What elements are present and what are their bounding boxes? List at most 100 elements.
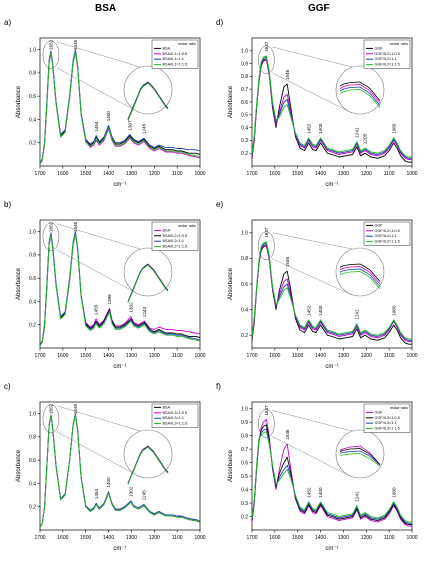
y-tick-label: 1.0 <box>241 231 248 237</box>
x-axis-label: cm⁻¹ <box>325 182 338 188</box>
y-tick-label: 0.2 <box>29 505 36 511</box>
x-tick-label: 1400 <box>315 171 326 177</box>
zoom-ellipse <box>258 45 275 75</box>
legend-title: molar ratio <box>178 224 196 228</box>
peak-label: 1546 <box>285 257 290 268</box>
x-tick-label: 1600 <box>57 171 68 177</box>
x-tick-label: 1300 <box>126 535 137 541</box>
peak-label: 1454 <box>94 121 99 132</box>
series-line <box>251 243 412 343</box>
y-tick-label: 0.8 <box>241 433 248 439</box>
y-tick-label: 0.6 <box>241 460 248 466</box>
y-tick-label: 0.2 <box>29 141 36 147</box>
x-tick-label: 1100 <box>172 353 183 359</box>
y-tick-label: 0.4 <box>241 125 248 131</box>
plot-frame <box>251 401 413 531</box>
y-tick-label: 1.0 <box>241 49 248 55</box>
peak-label: 1652 <box>49 221 54 232</box>
y-tick-label: 0.8 <box>241 74 248 80</box>
y-axis-label: Absorbance <box>228 85 234 118</box>
x-tick-label: 1000 <box>194 353 205 359</box>
x-tick-label: 1100 <box>384 535 395 541</box>
plot-frame <box>39 401 201 531</box>
peak-label: 1452 <box>306 487 311 498</box>
y-tick-label: 0.5 <box>241 113 248 119</box>
x-axis-label: cm⁻¹ <box>113 364 126 370</box>
legend-label: GGF/IL2=1:1 <box>375 234 397 238</box>
peak-label: 1241 <box>355 491 360 502</box>
x-axis-label: cm⁻¹ <box>113 546 126 552</box>
inset-series-line <box>339 448 381 465</box>
series-line <box>251 431 412 523</box>
x-tick-label: 1100 <box>384 171 395 177</box>
inset-series-line <box>339 271 381 290</box>
y-axis-label: Absorbance <box>16 267 22 300</box>
x-tick-label: 1600 <box>269 353 280 359</box>
x-tick-label: 1700 <box>246 171 257 177</box>
inset-series-line <box>339 266 381 285</box>
series-line <box>251 428 412 524</box>
x-tick-label: 1300 <box>338 353 349 359</box>
x-tick-label: 1500 <box>292 535 303 541</box>
zoom-connector <box>56 405 141 432</box>
y-tick-label: 1.0 <box>29 229 36 235</box>
spectrum-chart: 1700 1600 1500 1400 1300 1200 1100 1000 0.2 0.4 0.… <box>228 219 418 370</box>
chart-panel: b) 1700 1600 1500 1400 1300 1200 1100 1000 0.2 0.4… <box>0 200 212 380</box>
y-axis-label: Absorbance <box>228 449 234 482</box>
x-tick-label: 1700 <box>34 535 45 541</box>
legend-label: BSA <box>163 228 171 232</box>
y-tick-label: 0.7 <box>241 447 248 453</box>
x-tick-label: 1300 <box>126 171 137 177</box>
zoom-connector <box>272 232 353 250</box>
panel-label: a) <box>4 18 12 27</box>
y-tick-label: 1.0 <box>241 407 248 413</box>
x-tick-label: 1200 <box>361 353 372 359</box>
x-axis-label: cm⁻¹ <box>325 364 338 370</box>
series-line <box>39 414 201 528</box>
plot-frame <box>39 219 201 349</box>
x-tick-label: 1700 <box>34 353 45 359</box>
x-tick-label: 1600 <box>57 353 68 359</box>
legend-label: GGF/IL2=1:1.5 <box>375 240 400 244</box>
zoom-connector <box>272 258 353 296</box>
inset-series-line <box>339 81 381 102</box>
chart-panel: e) 1700 1600 1500 1400 1300 1200 1100 1000 0.2 0.4… <box>212 200 424 380</box>
spectrum-chart: 1700 1600 1500 1400 1300 1200 1100 1000 0.2 0.4 0.… <box>16 401 206 552</box>
peak-label: 1205 <box>363 133 368 144</box>
y-tick-label: 0.6 <box>29 458 36 464</box>
zoom-connector <box>272 72 353 114</box>
peak-label: 1545 <box>73 221 78 232</box>
x-tick-label: 1000 <box>194 171 205 177</box>
zoom-ellipse <box>258 409 275 438</box>
x-tick-label: 1200 <box>361 171 372 177</box>
zoom-connector <box>56 67 141 114</box>
zoom-connector <box>272 46 353 68</box>
y-tick-label: 0.2 <box>241 333 248 339</box>
y-tick-label: 1.0 <box>29 47 36 53</box>
zoom-connector <box>272 436 353 478</box>
y-tick-label: 0.2 <box>241 151 248 157</box>
series-line <box>39 233 201 346</box>
x-tick-label: 1100 <box>172 535 183 541</box>
peak-label: 1243 <box>142 307 147 318</box>
y-tick-label: 0.4 <box>241 307 248 313</box>
series-line <box>251 424 412 526</box>
legend-label: GGF/IL3=1:0.5 <box>375 416 400 420</box>
peak-label: 1080 <box>391 123 396 134</box>
zoom-connector <box>56 223 141 250</box>
panel-label: f) <box>216 382 221 391</box>
x-tick-label: 1700 <box>246 353 257 359</box>
legend-label: BSA <box>163 46 171 50</box>
legend-label: GGF/IL3=1:1 <box>375 421 397 425</box>
inset-series-line <box>127 264 169 303</box>
y-tick-label: 0.3 <box>241 501 248 507</box>
inset-series-line <box>339 445 381 465</box>
spectrum-chart: 1700 1600 1500 1400 1300 1200 1100 1000 0.2 0.4 0.… <box>16 37 206 188</box>
x-tick-label: 1300 <box>126 353 137 359</box>
x-tick-label: 1700 <box>246 535 257 541</box>
zoom-inset <box>123 65 173 115</box>
legend-label: BSA/IL3=1:1.5 <box>163 422 188 426</box>
x-tick-label: 1300 <box>338 535 349 541</box>
legend-box <box>363 39 411 69</box>
peak-label: 1452 <box>306 305 311 316</box>
